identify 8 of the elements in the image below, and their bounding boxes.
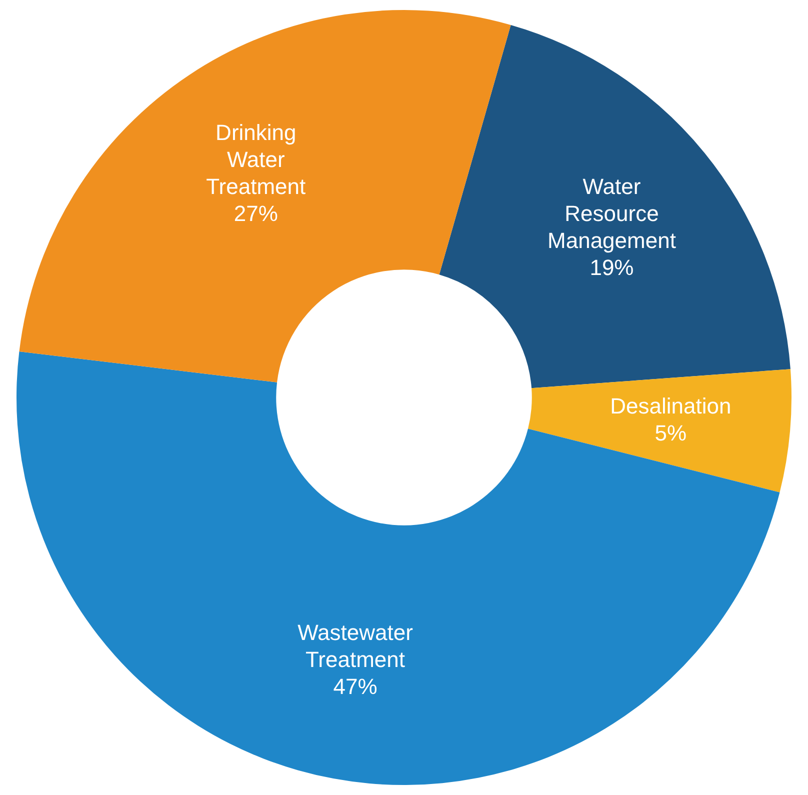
data-label: 27% (234, 201, 278, 226)
slice-label: Wastewater Treatment (298, 620, 413, 672)
data-label: 5% (654, 420, 687, 446)
data-label: 19% (590, 255, 634, 280)
data-label: 47% (333, 674, 378, 699)
slice-label: Drinking Water Treatment (206, 120, 306, 200)
slice-label: Desalination (610, 393, 732, 418)
slice-label: Water Resource Management (548, 174, 676, 254)
